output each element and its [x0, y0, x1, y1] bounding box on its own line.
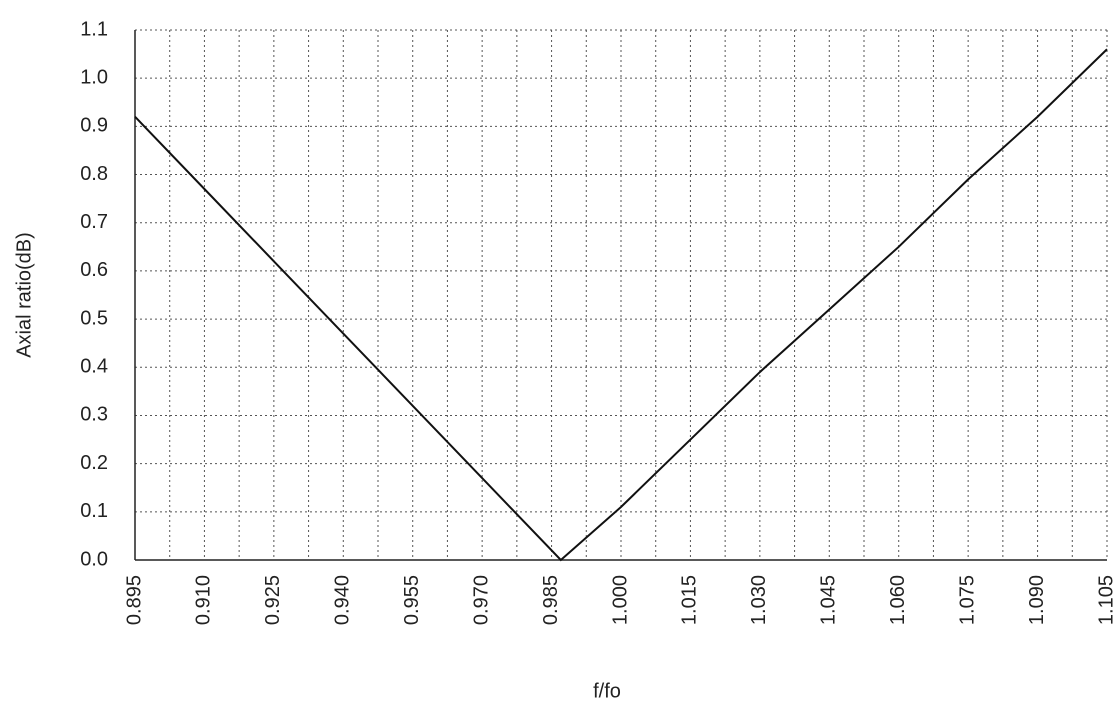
x-tick-label: 1.060 [887, 575, 909, 625]
x-tick-label: 0.925 [262, 575, 284, 625]
x-tick-label: 0.940 [332, 575, 354, 625]
y-tick-label: 0.8 [80, 163, 108, 185]
x-tick-label: 1.000 [609, 575, 631, 625]
y-tick-label: 0.6 [80, 259, 108, 281]
y-tick-label: 1.0 [80, 66, 108, 88]
x-tick-label: 0.895 [123, 575, 145, 625]
x-axis-title: f/fo [593, 680, 621, 702]
x-tick-label: 0.970 [470, 575, 492, 625]
y-tick-label: 0.9 [80, 115, 108, 137]
x-tick-label: 1.075 [956, 575, 978, 625]
y-axis-title: Axial ratio(dB) [13, 232, 35, 358]
x-tick-label: 0.985 [540, 575, 562, 625]
y-tick-label: 0.2 [80, 452, 108, 474]
x-tick-label: 1.030 [748, 575, 770, 625]
y-tick-label: 0.0 [80, 548, 108, 570]
y-tick-label: 0.3 [80, 404, 108, 426]
data-line [134, 48, 1108, 562]
y-tick-label: 0.5 [80, 307, 108, 329]
x-tick-label: 1.105 [1095, 575, 1115, 625]
y-tick-label: 0.1 [80, 500, 108, 522]
x-tick-label: 0.910 [193, 575, 215, 625]
x-tick-label: 1.045 [818, 575, 840, 625]
y-tick-label: 1.1 [80, 18, 108, 40]
y-tick-label: 0.7 [80, 211, 108, 233]
x-tick-label: 1.015 [679, 575, 701, 625]
x-tick-label: 0.955 [401, 575, 423, 625]
x-tick-label: 1.090 [1026, 575, 1048, 625]
y-tick-label: 0.4 [80, 356, 108, 378]
